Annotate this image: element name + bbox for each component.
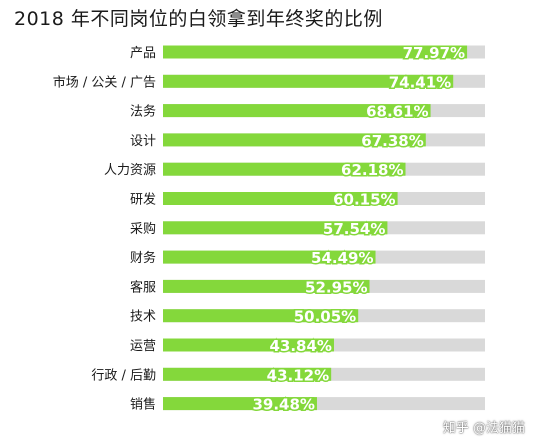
category-label: 技术 xyxy=(130,310,156,325)
chart-title: 2018 年不同岗位的白领拿到年终奖的比例 xyxy=(14,8,383,30)
bar xyxy=(163,162,406,176)
category-label: 行政 / 后勤 xyxy=(91,368,156,383)
data-label: 68.61% xyxy=(366,103,428,121)
data-label: 43.12% xyxy=(267,366,329,384)
category-label: 设计 xyxy=(130,134,156,149)
bar-row: 销售 39.48% xyxy=(130,394,485,415)
bar-row: 行政 / 后勤 43.12% xyxy=(91,365,485,386)
category-label: 法务 xyxy=(130,104,156,120)
data-label: 77.97% xyxy=(403,44,465,62)
data-label: 54.49% xyxy=(311,249,373,267)
bar xyxy=(163,397,317,411)
bar-row: 运营 43.84% xyxy=(130,336,485,357)
category-label: 财务 xyxy=(130,250,156,266)
bar-row: 设计 67.38% xyxy=(130,130,485,151)
bar-row: 人力资源 62.18% xyxy=(104,160,485,181)
bar-row: 客服 52.95% xyxy=(130,277,485,298)
bar xyxy=(163,104,431,118)
category-label: 产品 xyxy=(130,46,156,61)
category-label: 客服 xyxy=(130,279,156,295)
data-label: 67.38% xyxy=(361,132,423,150)
watermark: 知乎 @法猫猫 xyxy=(442,421,525,436)
data-label: 62.18% xyxy=(341,161,403,179)
bar xyxy=(163,192,398,205)
bar xyxy=(163,45,468,59)
category-label: 采购 xyxy=(130,221,156,237)
bar xyxy=(163,74,454,88)
bar-row: 法务 68.61% xyxy=(130,101,485,122)
bar xyxy=(163,309,359,323)
data-label: 39.48% xyxy=(252,396,314,414)
bar-row: 产品 77.97% xyxy=(130,43,485,64)
category-label: 销售 xyxy=(130,397,156,413)
bar xyxy=(163,338,334,352)
bar xyxy=(163,221,388,235)
bar xyxy=(163,367,332,381)
data-label: 52.95% xyxy=(305,278,367,296)
data-label: 43.84% xyxy=(269,337,331,355)
bar-row: 市场 / 公关 / 广告 74.41% xyxy=(53,72,485,93)
data-label: 57.54% xyxy=(323,220,385,238)
data-label: 50.05% xyxy=(294,308,356,326)
bar xyxy=(163,279,370,293)
data-label: 74.41% xyxy=(389,73,451,91)
category-label: 人力资源 xyxy=(104,163,156,178)
bar-row: 研发 60.15% xyxy=(130,189,485,210)
bar-row: 财务 54.49% xyxy=(130,248,485,269)
bar-row: 采购 57.54% xyxy=(130,218,485,239)
bar-row: 技术 50.05% xyxy=(130,306,485,327)
category-label: 运营 xyxy=(130,339,156,354)
category-label: 研发 xyxy=(130,192,156,208)
data-label: 60.15% xyxy=(333,191,395,209)
category-label: 市场 / 公关 / 广告 xyxy=(53,74,156,90)
bar xyxy=(163,250,376,264)
bar xyxy=(163,133,426,147)
